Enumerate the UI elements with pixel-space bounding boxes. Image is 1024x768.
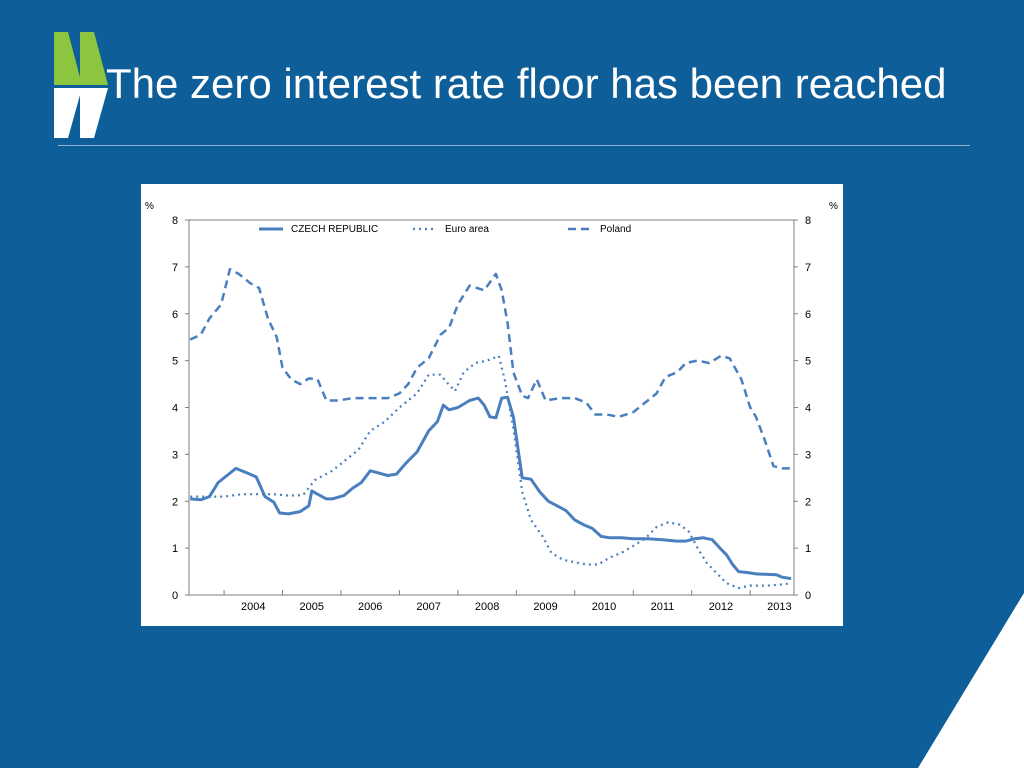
y-tick-label-left: 3 (172, 449, 178, 461)
y-tick-label-left: 6 (172, 309, 178, 321)
x-tick-label: 2006 (358, 601, 382, 613)
y-tick-label-right: 3 (805, 449, 811, 461)
y-tick-label-left: 4 (172, 403, 178, 415)
legend-label: CZECH REPUBLIC (291, 224, 378, 235)
x-tick-label: 2008 (475, 601, 499, 613)
x-tick-label: 2011 (651, 601, 675, 613)
y-tick-label-left: 0 (172, 590, 178, 602)
x-tick-label: 2007 (416, 601, 440, 613)
legend-label: Poland (600, 224, 631, 235)
legend-label: Euro area (445, 224, 489, 235)
slide-title: The zero interest rate floor has been re… (106, 60, 947, 107)
y-tick-label-right: 8 (805, 215, 811, 227)
series-line-poland (189, 267, 794, 470)
y-tick-label-right: 2 (805, 496, 811, 508)
line-chart: % % 0 1 2 3 4 5 6 7 8 0 1 2 3 4 5 6 7 8 2004 2005 2006 2007… (145, 201, 838, 613)
y-tick-label-right: 4 (805, 403, 811, 415)
x-tick-label: 2009 (533, 601, 557, 613)
y-tick-label-right: 6 (805, 309, 811, 321)
y-tick-label-left: 1 (172, 543, 178, 555)
y-axis-label-left: % (145, 201, 154, 212)
x-tick-label: 2012 (709, 601, 733, 613)
title-divider (58, 145, 970, 146)
series-line-czech-republic (190, 395, 792, 581)
y-tick-label-left: 5 (172, 356, 178, 368)
x-tick-label: 2013 (767, 601, 791, 613)
y-tick-label-right: 7 (805, 262, 811, 274)
y-tick-label-right: 5 (805, 356, 811, 368)
chevron-logo-icon (54, 32, 108, 138)
y-tick-label-right: 1 (805, 543, 811, 555)
y-axis-label-right: % (829, 201, 838, 212)
x-tick-label: 2010 (592, 601, 616, 613)
y-tick-label-left: 8 (172, 215, 178, 227)
y-tick-label-right: 0 (805, 590, 811, 602)
chart-panel: % % 0 1 2 3 4 5 6 7 8 0 1 2 3 4 5 6 7 8 2004 2005 2006 2007… (141, 184, 843, 626)
y-tick-label-left: 7 (172, 262, 178, 274)
y-tick-label-left: 2 (172, 496, 178, 508)
x-tick-label: 2005 (300, 601, 324, 613)
series-line-euro-area (190, 354, 792, 590)
x-tick-label: 2004 (241, 601, 265, 613)
page-number: 6 (992, 724, 1000, 739)
